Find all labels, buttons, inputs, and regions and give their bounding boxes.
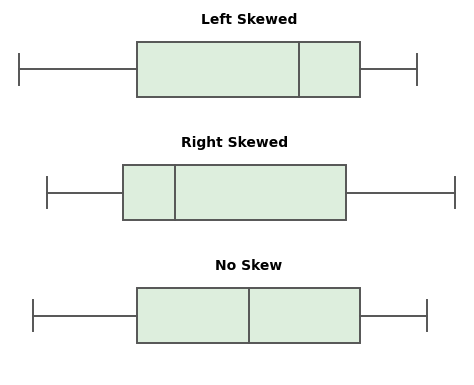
Text: Left Skewed: Left Skewed — [201, 13, 297, 27]
Bar — [137, 42, 360, 97]
Bar — [137, 288, 360, 343]
Text: Right Skewed: Right Skewed — [181, 136, 288, 150]
Text: No Skew: No Skew — [215, 259, 283, 273]
Bar — [123, 165, 346, 220]
